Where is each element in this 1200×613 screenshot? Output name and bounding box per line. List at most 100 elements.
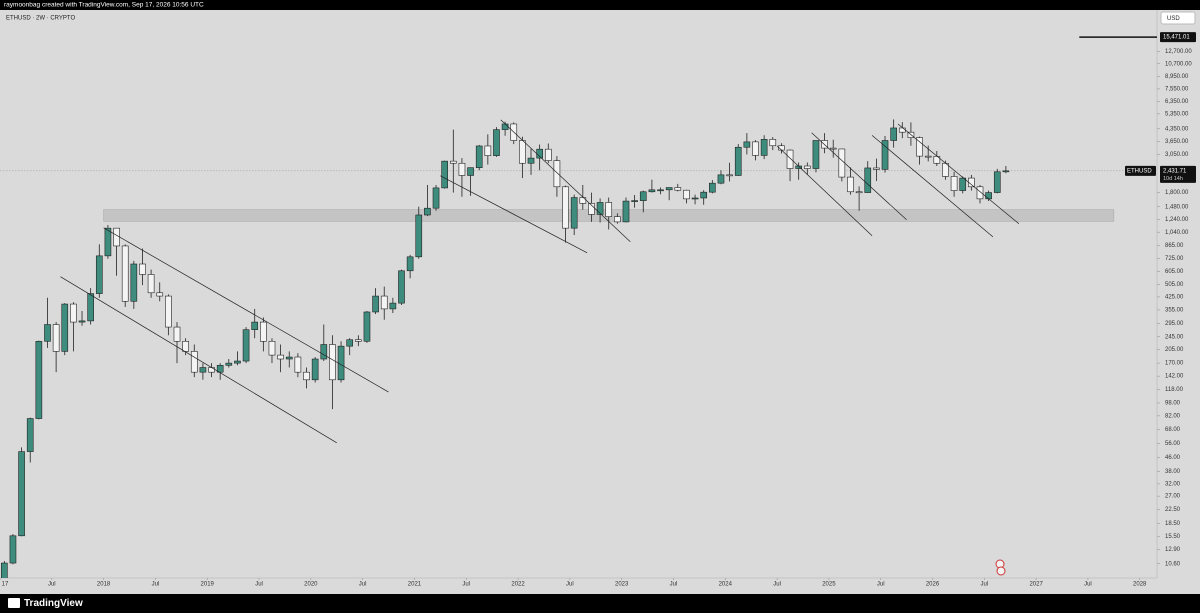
candle-body xyxy=(847,176,854,193)
candle-body xyxy=(190,351,198,373)
candle-body xyxy=(458,162,466,176)
candle-body xyxy=(605,202,613,217)
y-tick-label: 82.00 xyxy=(1165,413,1181,419)
candle-body xyxy=(700,191,708,199)
candle-body xyxy=(743,141,751,148)
candle-body xyxy=(579,197,587,204)
candle-body xyxy=(398,270,405,304)
candle-body xyxy=(622,200,630,223)
candle-body xyxy=(993,171,1001,193)
candle-body xyxy=(363,311,371,342)
y-tick-label: 142.00 xyxy=(1165,374,1184,380)
candle-body xyxy=(648,189,656,193)
candle-body xyxy=(156,292,164,297)
x-tick-label: 2018 xyxy=(97,582,111,588)
candle-body xyxy=(890,127,897,141)
candle-body xyxy=(812,140,820,169)
y-tick-label: 865.00 xyxy=(1165,243,1184,249)
x-tick-label: Jul xyxy=(359,582,367,588)
x-tick-label: Jul xyxy=(462,582,470,588)
candle-body xyxy=(665,187,673,191)
candle-body xyxy=(924,155,932,158)
candle-body xyxy=(199,367,207,373)
candle-body xyxy=(950,176,958,191)
chart-background xyxy=(0,10,1200,594)
candle-body xyxy=(553,160,561,188)
candle-body xyxy=(35,340,43,419)
candle-body xyxy=(786,149,794,169)
candle-body xyxy=(26,418,34,452)
trendline xyxy=(103,227,389,393)
candle-body xyxy=(61,303,69,352)
y-tick-label: 118.00 xyxy=(1165,387,1184,393)
candle-body xyxy=(355,339,362,342)
y-tick-label: 1,240.00 xyxy=(1165,217,1189,223)
candle-body xyxy=(726,174,733,177)
candle-body xyxy=(855,191,863,194)
candle-body xyxy=(130,263,138,302)
candle-body xyxy=(234,360,241,364)
candle-body xyxy=(898,127,906,133)
y-tick-label: 4,350.00 xyxy=(1165,126,1189,132)
candle-body xyxy=(285,356,293,360)
candle-body xyxy=(596,202,604,215)
candle-body xyxy=(691,197,699,200)
x-tick-label: 2022 xyxy=(511,582,525,588)
candle-body xyxy=(717,174,725,184)
candle-body xyxy=(78,320,86,323)
y-tick-label: 5,350.00 xyxy=(1165,111,1189,117)
x-tick-label: 2020 xyxy=(304,582,318,588)
y-tick-label: 22.50 xyxy=(1165,507,1181,513)
y-tick-label: 98.00 xyxy=(1165,401,1181,407)
candle-body xyxy=(829,147,837,150)
brand-name: TradingView xyxy=(24,598,83,609)
x-tick-label: 2021 xyxy=(408,582,422,588)
candle-body xyxy=(519,140,526,164)
candle-body xyxy=(881,140,889,170)
candle-body xyxy=(268,340,276,356)
trendline xyxy=(871,135,994,238)
x-tick-label: Jul xyxy=(255,582,263,588)
y-tick-label: 15.50 xyxy=(1165,534,1181,540)
credit: raymoonbag created with TradingView.com,… xyxy=(4,2,204,9)
candle-body xyxy=(1002,170,1010,173)
x-tick-label: Jul xyxy=(877,582,885,588)
candle-body xyxy=(216,364,224,373)
candle-body xyxy=(147,274,155,294)
y-tick-label: 245.00 xyxy=(1165,334,1184,340)
candle-body xyxy=(493,129,500,156)
x-tick-label: 2025 xyxy=(822,582,836,588)
candle-body xyxy=(475,145,483,168)
x-tick-label: Jul xyxy=(980,582,988,588)
last-price-box xyxy=(1160,165,1196,183)
candle-body xyxy=(752,141,759,156)
x-tick-label: Jul xyxy=(48,582,56,588)
y-tick-label: 1,480.00 xyxy=(1165,204,1189,210)
event-icon[interactable] xyxy=(996,566,1006,576)
candle-body xyxy=(104,227,112,257)
y-tick-label: 12,700.00 xyxy=(1165,49,1192,55)
candle-body xyxy=(182,340,189,352)
y-tick-label: 725.00 xyxy=(1165,256,1184,262)
x-tick-label: 2019 xyxy=(201,582,215,588)
candle-body xyxy=(372,295,379,313)
candle-body xyxy=(985,192,992,200)
currency-label: USD xyxy=(1167,16,1180,22)
candle-body xyxy=(346,339,354,347)
candle-body xyxy=(467,167,474,176)
y-tick-label: 56.00 xyxy=(1165,441,1181,447)
candle-body xyxy=(139,263,146,275)
currency-button[interactable] xyxy=(1160,11,1196,25)
y-tick-label: 355.00 xyxy=(1165,307,1184,313)
y-tick-label: 10,700.00 xyxy=(1165,61,1192,67)
y-tick-label: 425.00 xyxy=(1165,294,1184,300)
candle-body xyxy=(683,189,690,200)
candle-body xyxy=(277,354,284,360)
y-tick-label: 1,040.00 xyxy=(1165,230,1189,236)
y-tick-label: 505.00 xyxy=(1165,282,1184,288)
y-tick-label: 295.00 xyxy=(1165,321,1184,327)
candle-body xyxy=(52,324,60,352)
candle-body xyxy=(294,356,302,373)
candle-body xyxy=(674,187,682,191)
y-tick-label: 10.60 xyxy=(1165,561,1181,567)
